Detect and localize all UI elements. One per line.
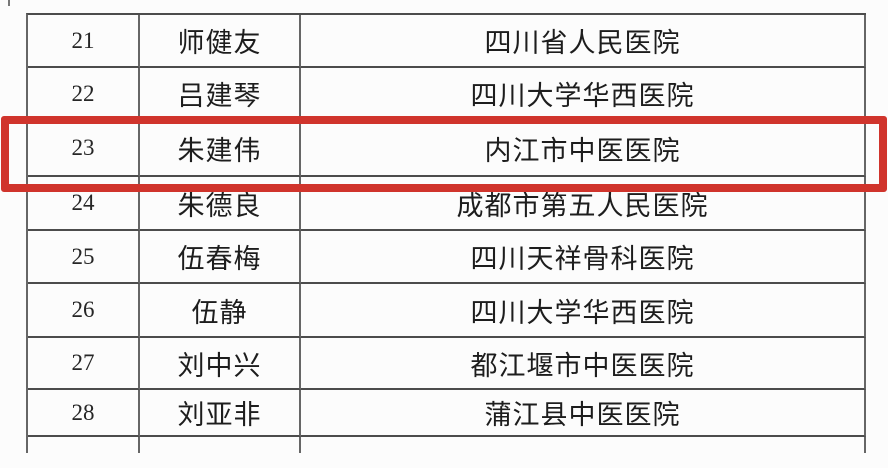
cell-person-name: 朱建伟 bbox=[140, 121, 301, 177]
table-row: 22 吕建琴 四川大学华西医院 bbox=[28, 68, 866, 121]
cell-person-name-empty bbox=[140, 437, 301, 453]
cell-hospital-name: 四川省人民医院 bbox=[301, 15, 866, 68]
cell-person-name: 吕建琴 bbox=[140, 68, 301, 121]
cell-person-name: 伍静 bbox=[140, 284, 301, 338]
cell-row-number: 27 bbox=[28, 338, 140, 390]
cell-hospital-name: 成都市第五人民医院 bbox=[301, 177, 866, 231]
cell-hospital-name: 四川天祥骨科医院 bbox=[301, 231, 866, 284]
cell-row-number: 28 bbox=[28, 390, 140, 437]
cell-row-number: 24 bbox=[28, 177, 140, 231]
table-row: 21 师健友 四川省人民医院 bbox=[28, 15, 866, 68]
roster-table: 21 师健友 四川省人民医院 22 吕建琴 四川大学华西医院 23 朱建伟 内江… bbox=[26, 13, 866, 453]
table-row: 26 伍静 四川大学华西医院 bbox=[28, 284, 866, 338]
cell-person-name: 伍春梅 bbox=[140, 231, 301, 284]
table-row-partial bbox=[28, 437, 866, 453]
table-row: 25 伍春梅 四川天祥骨科医院 bbox=[28, 231, 866, 284]
cell-hospital-name-empty bbox=[301, 437, 866, 453]
cell-hospital-name: 内江市中医医院 bbox=[301, 121, 866, 177]
table-row: 28 刘亚非 蒲江县中医医院 bbox=[28, 390, 866, 437]
cell-row-number: 22 bbox=[28, 68, 140, 121]
cell-person-name: 刘中兴 bbox=[140, 338, 301, 390]
table-line-remnant bbox=[8, 0, 10, 6]
cell-person-name: 朱德良 bbox=[140, 177, 301, 231]
cell-row-number: 26 bbox=[28, 284, 140, 338]
cell-hospital-name: 四川大学华西医院 bbox=[301, 68, 866, 121]
table-row: 24 朱德良 成都市第五人民医院 bbox=[28, 177, 866, 231]
table-row: 27 刘中兴 都江堰市中医医院 bbox=[28, 338, 866, 390]
cell-row-number: 23 bbox=[28, 121, 140, 177]
cell-hospital-name: 蒲江县中医医院 bbox=[301, 390, 866, 437]
cell-hospital-name: 四川大学华西医院 bbox=[301, 284, 866, 338]
cell-person-name: 师健友 bbox=[140, 15, 301, 68]
cell-person-name: 刘亚非 bbox=[140, 390, 301, 437]
cell-row-number: 25 bbox=[28, 231, 140, 284]
cell-hospital-name: 都江堰市中医医院 bbox=[301, 338, 866, 390]
table-row-highlighted: 23 朱建伟 内江市中医医院 bbox=[28, 121, 866, 177]
cell-row-number: 21 bbox=[28, 15, 140, 68]
cell-row-number-empty bbox=[28, 437, 140, 453]
